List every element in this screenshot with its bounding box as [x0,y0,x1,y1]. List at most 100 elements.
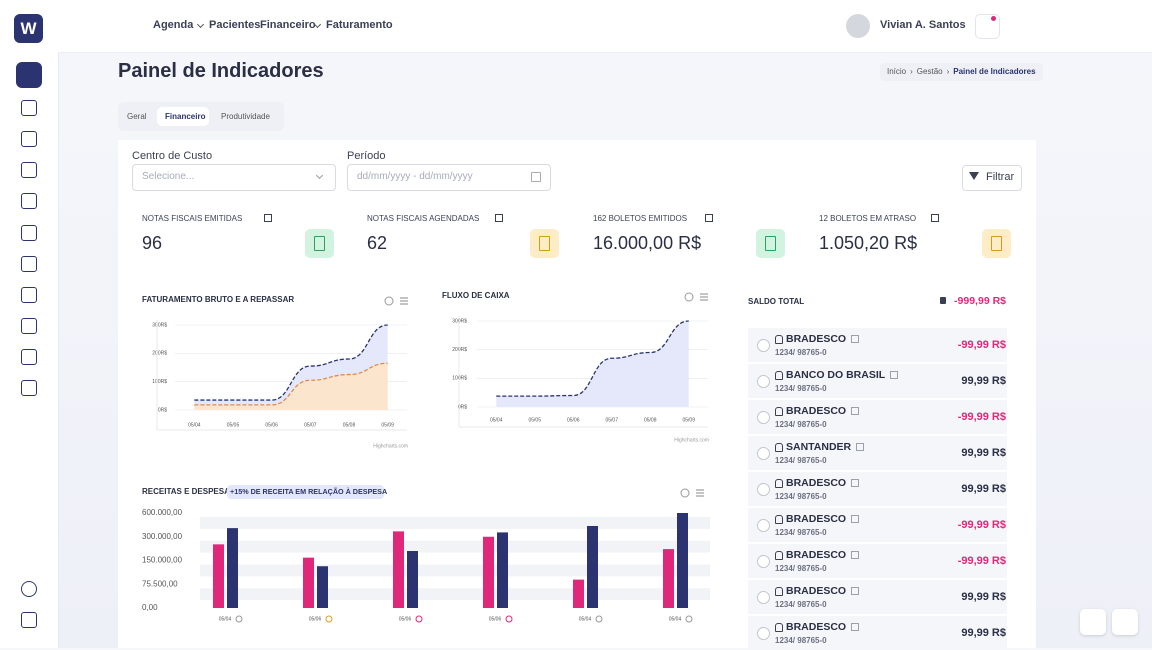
float-button[interactable] [1112,609,1138,635]
page-title: Painel de Indicadores [118,60,324,82]
nav-icon[interactable] [21,162,37,178]
nav-icon[interactable] [21,131,37,147]
checkbox[interactable] [757,375,770,388]
nav-item[interactable]: Financeiro [260,19,316,31]
filter-label: Centro de Custo [132,150,213,162]
bank-name: BRADESCO [786,549,847,561]
settings-icon[interactable] [21,612,37,628]
checkbox[interactable] [757,411,770,424]
account-row[interactable] [748,616,1007,650]
external-link[interactable] [851,335,859,343]
external-link[interactable] [851,587,859,595]
bank-name: SANTANDER [786,441,852,453]
separator: › [946,67,950,76]
nav-icon[interactable] [21,100,37,116]
date-input[interactable] [347,164,551,191]
external-link[interactable] [264,214,273,222]
tab[interactable]: Financeiro [165,112,206,121]
nav-icon[interactable] [21,318,37,334]
nav-item[interactable]: Agenda [153,19,194,31]
top-bar [58,0,1152,53]
account-row[interactable] [748,328,1007,362]
external-link[interactable] [851,515,859,523]
nav-item[interactable]: Faturamento [326,19,393,31]
external-link[interactable] [856,443,864,451]
kpi-icon-glyph [991,236,1002,251]
breadcrumb-item[interactable]: Início [887,67,907,76]
kpi-icon-glyph [765,236,776,251]
nav-icon[interactable] [21,225,37,241]
notification-dot [991,16,996,21]
bank-icon [775,479,783,488]
separator: › [910,67,913,76]
account-row[interactable] [748,400,1007,434]
checkbox[interactable] [757,447,770,460]
bank-name: BRADESCO [786,513,847,525]
account-row[interactable] [748,364,1007,398]
account-row[interactable] [748,580,1007,614]
account-balance: 99,99 R$ [961,591,1006,603]
account-row[interactable] [748,472,1007,506]
account-number: 1234/ 98765-0 [775,456,827,465]
checkbox[interactable] [757,339,770,352]
nav-icon[interactable] [21,380,37,396]
brand-logo[interactable]: W [14,14,43,43]
filter-icon [969,172,979,180]
bank-name: BRADESCO [786,333,847,345]
external-link[interactable] [851,479,859,487]
kpi-icon-glyph [314,236,325,251]
external-link[interactable] [851,551,859,559]
bank-icon [775,623,783,632]
external-link[interactable] [705,214,713,222]
notifications[interactable] [975,14,1000,39]
nav-item[interactable]: Pacientes [209,19,261,31]
active-item[interactable] [16,62,42,88]
balance-icon [940,297,946,304]
breadcrumb-item: Painel de Indicadores [953,67,1036,76]
account-number: 1234/ 98765-0 [775,420,827,429]
breadcrumb-item[interactable]: Gestão [916,67,943,76]
external-link[interactable] [494,214,503,222]
account-number: 1234/ 98765-0 [775,636,827,645]
account-row[interactable] [748,544,1007,578]
float-button[interactable] [1080,609,1106,635]
nav-icon[interactable] [21,256,37,272]
account-row[interactable] [748,508,1007,542]
kpi-value: 96 [142,233,163,253]
filter-label: Período [347,150,386,162]
select[interactable] [132,164,336,191]
kpi-label: NOTAS FISCAIS EMITIDAS [142,214,243,223]
nav-icon[interactable] [21,193,37,209]
support-icon[interactable] [21,581,37,597]
active-tab-bg [157,107,209,126]
kpi-icon [756,229,785,258]
nav-icon[interactable] [21,287,37,303]
select-placeholder: Selecione... [142,171,195,182]
external-link[interactable] [851,623,859,631]
kpi-icon [982,229,1011,258]
external-link[interactable] [890,371,898,379]
account-balance: -99,99 R$ [957,339,1006,351]
calendar-icon [531,172,541,182]
bank-icon [775,551,783,560]
kpi-value: 62 [367,233,388,253]
kpi-label: 162 BOLETOS EMITIDOS [593,214,688,223]
kpi-value: 1.050,20 R$ [819,233,918,253]
user-name[interactable]: Vivian A. Santos [880,19,966,31]
checkbox[interactable] [757,483,770,496]
external-link[interactable] [851,407,859,415]
external-link[interactable] [931,214,939,222]
avatar[interactable] [846,14,870,38]
nav-icon[interactable] [21,349,37,365]
checkbox[interactable] [757,627,770,640]
account-balance: -99,99 R$ [957,519,1006,531]
checkbox[interactable] [757,555,770,568]
account-row[interactable] [748,436,1007,470]
kpi-value: 16.000,00 R$ [593,233,702,253]
checkbox[interactable] [757,519,770,532]
tab[interactable]: Produtividade [221,112,270,121]
checkbox[interactable] [757,591,770,604]
tab[interactable]: Geral [127,112,147,121]
account-balance: 99,99 R$ [961,627,1006,639]
